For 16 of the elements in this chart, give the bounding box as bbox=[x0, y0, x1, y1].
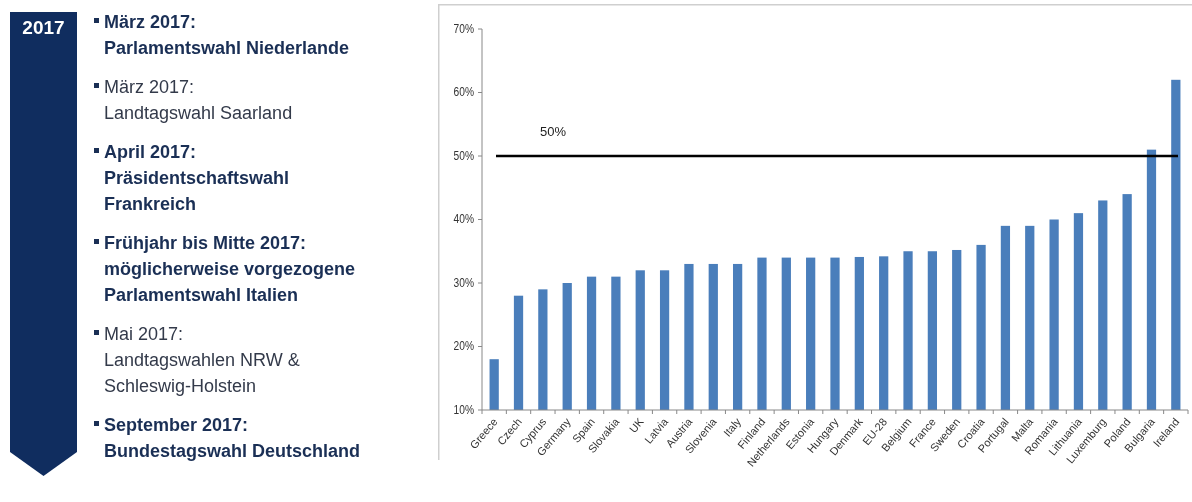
y-tick-label: 50% bbox=[453, 149, 475, 163]
ref-line-label: 50% bbox=[540, 124, 567, 139]
text: 2017 bbox=[22, 17, 65, 38]
y-tick-label: 30% bbox=[453, 276, 475, 290]
text: April 2017: Präsidentschaftswahl Frankreich bbox=[104, 142, 290, 214]
text: Mai 2017: Landtagswahlen NRW & Schleswig-Holstein bbox=[104, 324, 300, 396]
text: Frühjahr bis Mitte 2017: möglicherweise vorgezogene Parlamentswahl Italien bbox=[104, 233, 356, 305]
text: März 2017: Landtagswahl Saarland bbox=[104, 77, 293, 123]
x-tick-label: UK bbox=[626, 415, 647, 435]
y-tick-label: 10% bbox=[453, 403, 475, 417]
y-tick-label: 40% bbox=[453, 212, 475, 226]
text: September 2017: Bundestagswahl Deutschland bbox=[104, 415, 361, 461]
y-tick-label: 60% bbox=[453, 85, 475, 99]
text: März 2017: Parlamentswahl Niederlande bbox=[104, 12, 350, 58]
y-tick-label: 70% bbox=[453, 22, 475, 36]
y-tick-label: 20% bbox=[453, 339, 475, 353]
